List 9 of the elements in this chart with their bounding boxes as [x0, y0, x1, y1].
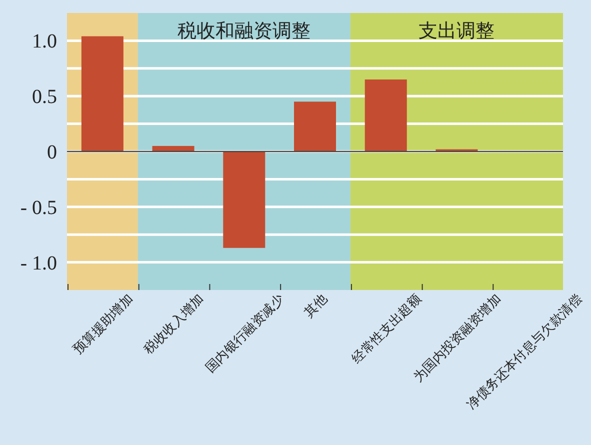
band-label: 支出调整	[418, 21, 495, 42]
y-tick-label: 1.0	[32, 30, 57, 53]
y-tick-label: - 0.5	[20, 196, 57, 219]
x-tick-label: 其他	[300, 291, 330, 320]
x-tick-label: 预算援助增加	[70, 291, 136, 357]
y-tick-label: 0	[47, 142, 57, 164]
band-label: 税收和融资调整	[178, 21, 311, 42]
y-tick-label: - 1.0	[20, 252, 57, 274]
y-tick-label: 0.5	[32, 86, 57, 108]
